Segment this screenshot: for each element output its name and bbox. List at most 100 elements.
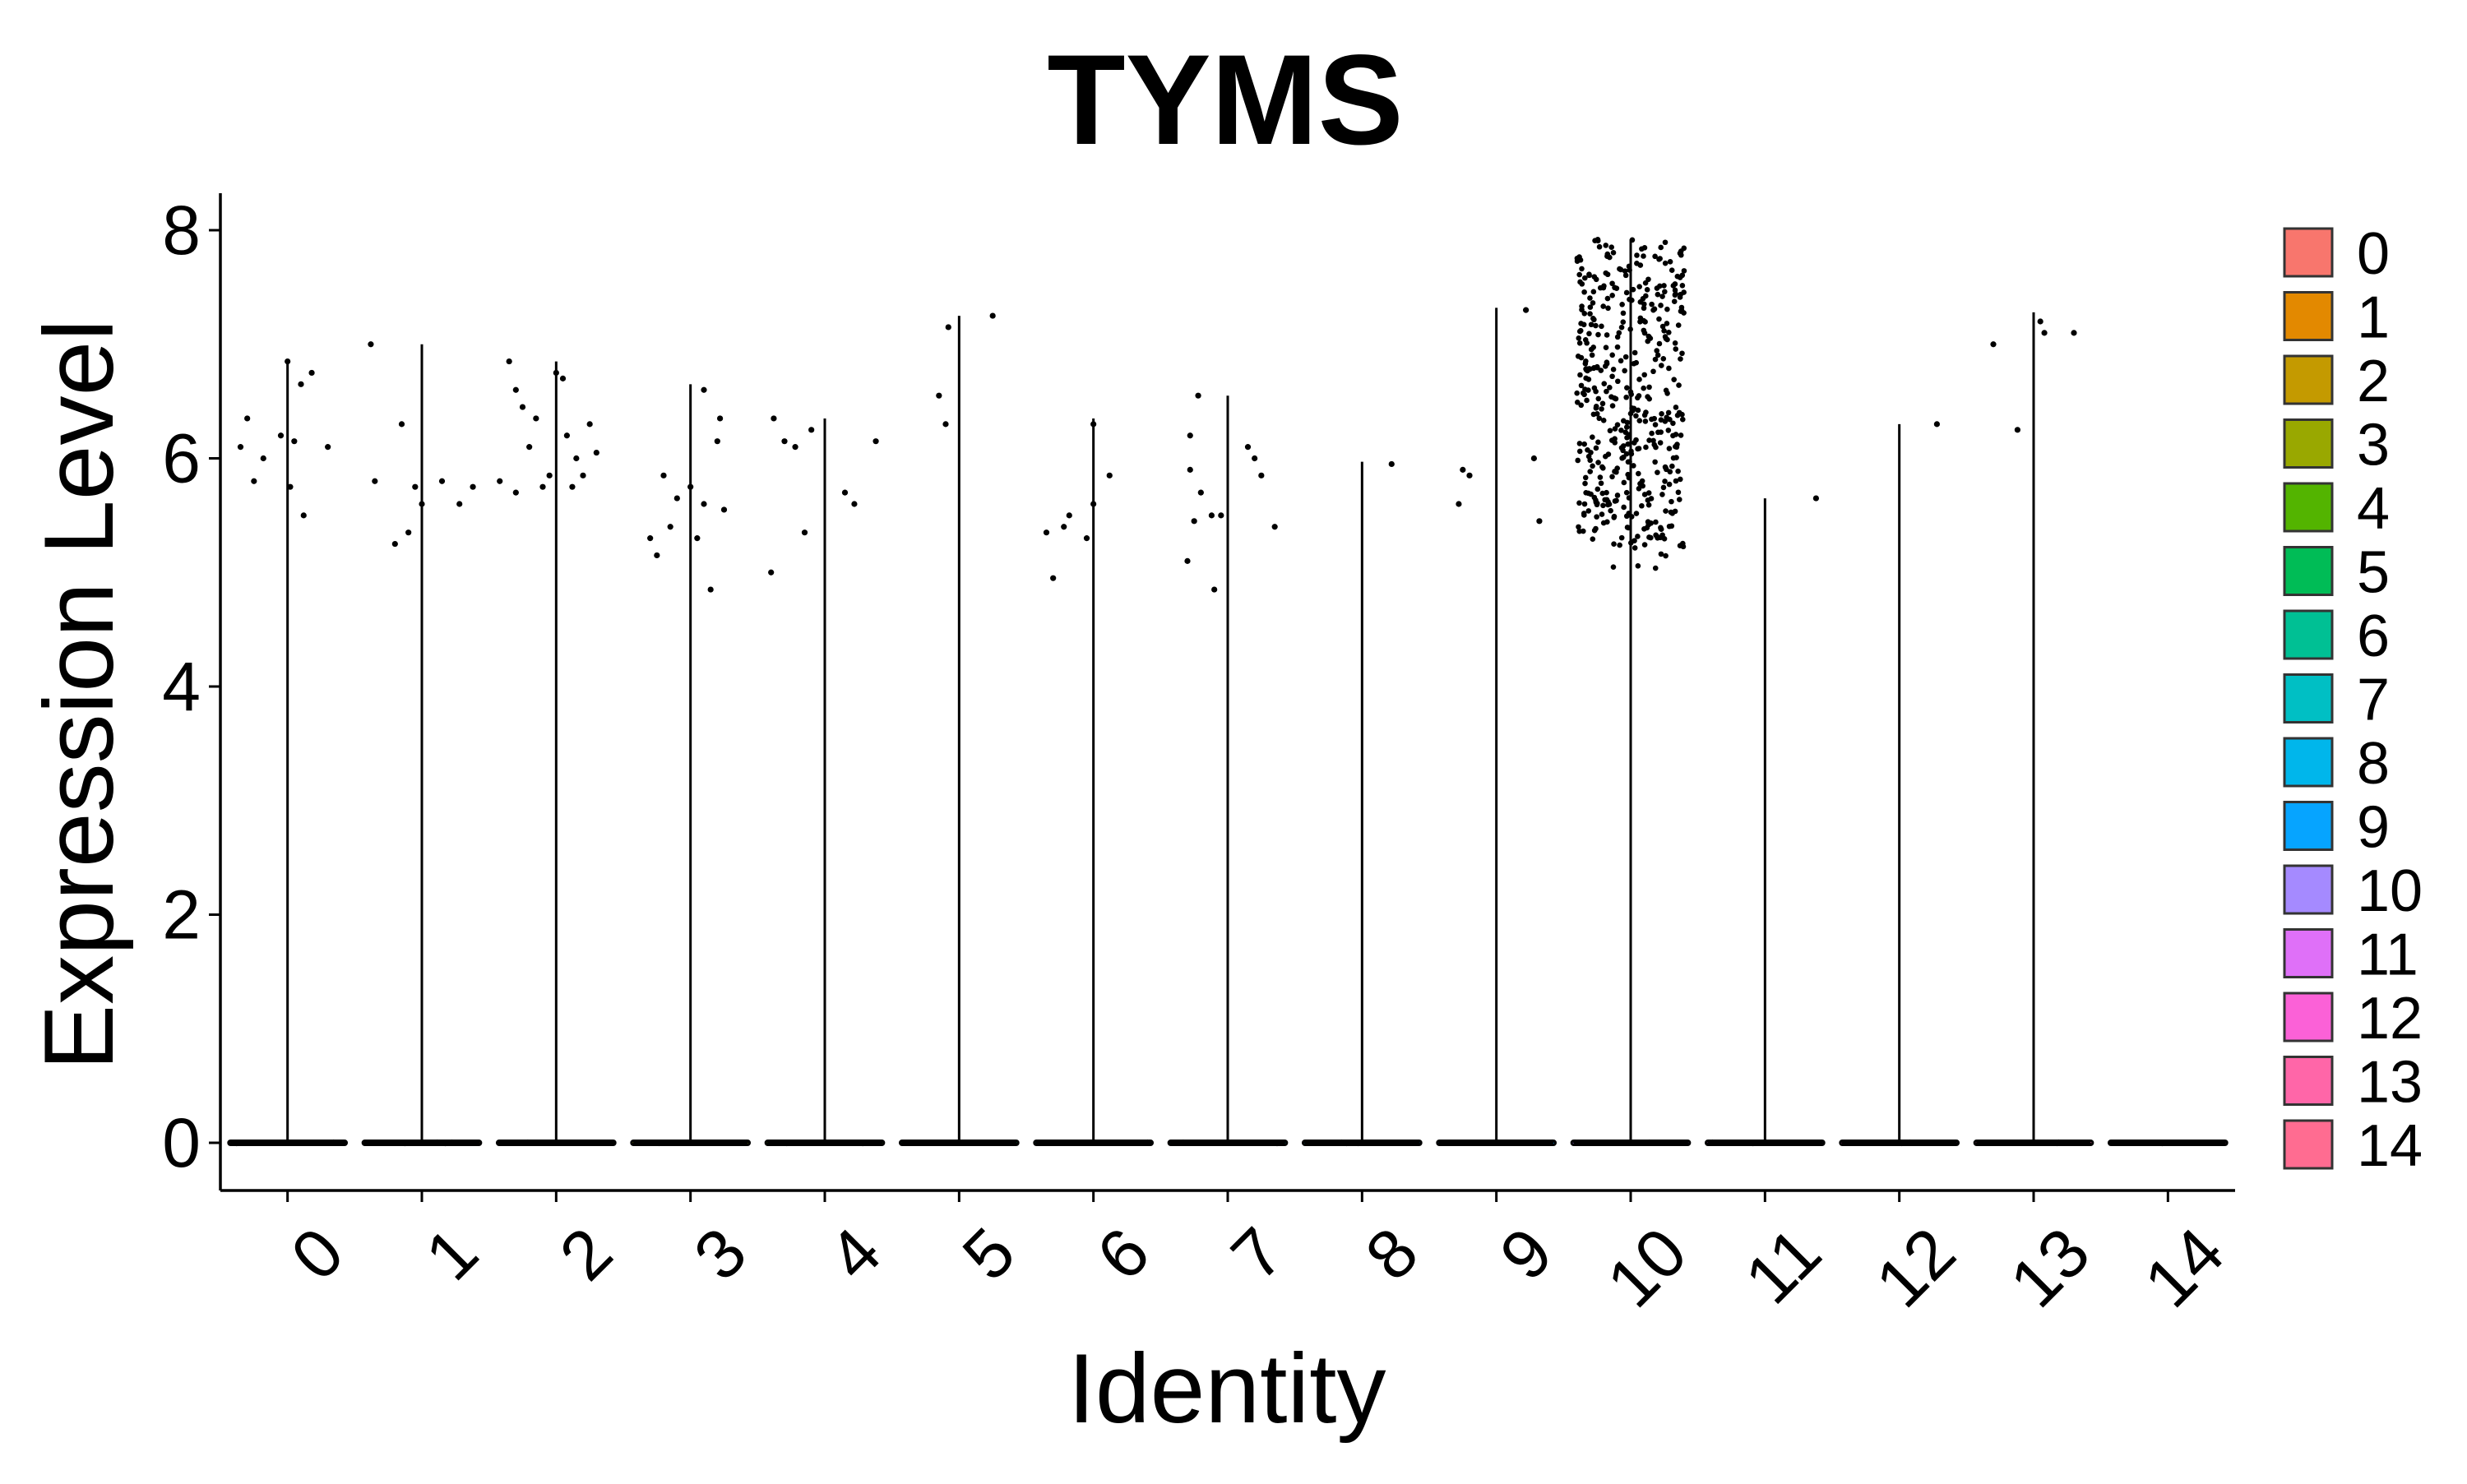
data-point — [1593, 405, 1599, 411]
violin-group-4 — [764, 415, 886, 1147]
data-point — [1633, 437, 1639, 443]
data-point — [1600, 303, 1606, 309]
data-point — [1575, 457, 1581, 464]
data-point — [1595, 331, 1601, 338]
data-point — [2041, 330, 2048, 336]
violin-group-14 — [2107, 1140, 2229, 1147]
data-point — [1668, 509, 1674, 515]
data-point — [1655, 469, 1660, 475]
data-point — [1604, 251, 1611, 257]
data-point — [1536, 518, 1543, 525]
data-point — [1665, 409, 1672, 416]
legend-item-12: 12 — [2283, 986, 2423, 1052]
x-tick-label-3: 3 — [679, 1213, 761, 1295]
data-point — [1678, 356, 1683, 362]
x-tick-label-8: 8 — [1351, 1213, 1433, 1295]
data-point — [1658, 551, 1664, 557]
data-point — [1618, 428, 1624, 433]
data-point — [1667, 469, 1673, 475]
data-point — [1593, 322, 1599, 329]
data-point — [1579, 266, 1585, 272]
data-point — [1646, 437, 1652, 443]
data-point — [1456, 501, 1462, 507]
data-point — [1664, 391, 1670, 396]
legend-swatch — [2283, 992, 2334, 1042]
data-point — [475, 1140, 480, 1146]
data-point — [1681, 310, 1687, 316]
data-point — [1626, 474, 1632, 481]
data-point — [1187, 466, 1193, 473]
data-point — [2014, 427, 2020, 433]
x-tick-label-14: 14 — [2130, 1213, 2239, 1322]
data-point — [1599, 406, 1604, 412]
data-point — [1659, 323, 1666, 330]
data-point — [244, 415, 251, 422]
data-point — [1646, 384, 1652, 391]
data-point — [1610, 367, 1617, 372]
legend-label: 13 — [2357, 1050, 2423, 1116]
data-point — [412, 483, 419, 490]
data-point — [1588, 450, 1594, 455]
data-point — [1641, 327, 1647, 334]
data-point — [781, 438, 788, 445]
data-point — [1681, 245, 1687, 252]
data-point — [1591, 364, 1597, 371]
data-point — [1596, 243, 1603, 250]
data-point — [1582, 337, 1589, 343]
data-point — [1678, 304, 1685, 311]
data-point — [1584, 397, 1590, 404]
data-point — [1670, 432, 1676, 439]
violin-group-8 — [1301, 460, 1423, 1147]
data-point — [1614, 492, 1621, 498]
legend-swatch — [2283, 609, 2334, 660]
data-point — [1611, 513, 1618, 520]
data-point — [1625, 459, 1632, 465]
x-tick-label-10: 10 — [1592, 1213, 1701, 1322]
data-point — [1576, 340, 1583, 346]
data-point — [526, 444, 533, 451]
plot-area — [227, 237, 2229, 1147]
zero-points — [2109, 1140, 2226, 1147]
zero-points — [1303, 1139, 1420, 1147]
data-point — [1576, 441, 1583, 446]
data-point — [1595, 460, 1601, 465]
data-point — [1581, 289, 1587, 295]
legend-item-0: 0 — [2283, 221, 2390, 287]
legend-swatch — [2283, 418, 2334, 469]
x-axis-title: Identity — [1068, 1334, 1386, 1444]
data-point — [1667, 258, 1673, 265]
data-point — [1676, 382, 1682, 388]
data-point — [1652, 422, 1659, 428]
data-point — [1636, 377, 1642, 382]
data-point — [1626, 495, 1632, 501]
legend-label: 6 — [2357, 603, 2390, 669]
data-point — [1637, 315, 1644, 321]
violin-group-13 — [1973, 312, 2094, 1147]
data-point — [1618, 445, 1625, 451]
data-point — [1631, 361, 1637, 367]
data-point — [1607, 385, 1613, 391]
data-point — [1648, 520, 1655, 526]
data-point — [989, 312, 996, 319]
data-point — [1622, 429, 1629, 436]
x-tick-label-9: 9 — [1485, 1213, 1567, 1295]
data-point — [1818, 1140, 1823, 1145]
data-point — [546, 472, 553, 478]
data-point — [1612, 440, 1618, 446]
data-point — [1621, 479, 1627, 486]
data-point — [1603, 243, 1609, 248]
data-point — [1620, 319, 1627, 325]
data-point — [1681, 289, 1687, 295]
zero-points — [1438, 1139, 1555, 1147]
x-tick-label-5: 5 — [948, 1213, 1030, 1295]
data-point — [1612, 426, 1618, 432]
data-point — [519, 404, 526, 410]
zero-points — [1572, 1139, 1689, 1146]
data-point — [1644, 287, 1650, 293]
data-point — [1655, 291, 1661, 298]
data-point — [1639, 502, 1645, 509]
data-point — [1651, 442, 1658, 448]
data-point — [1594, 500, 1600, 506]
data-point — [1643, 444, 1649, 451]
